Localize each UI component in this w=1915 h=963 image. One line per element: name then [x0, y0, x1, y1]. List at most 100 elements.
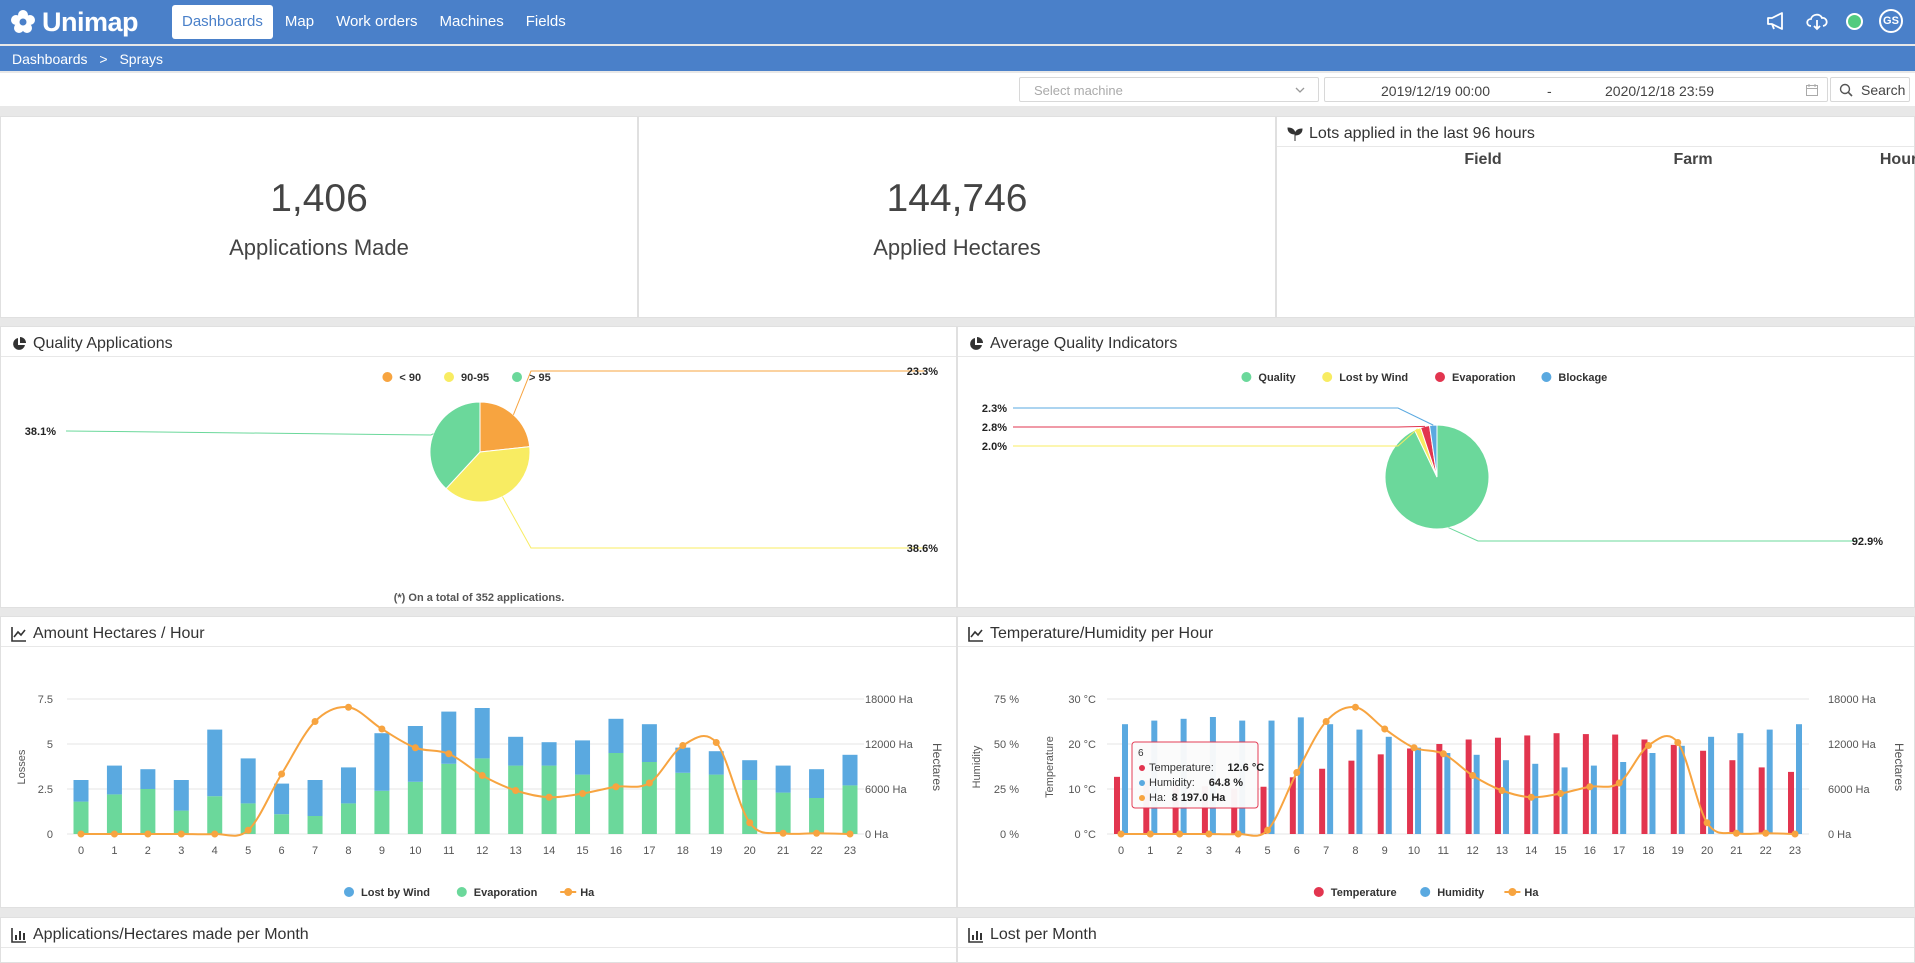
humidity-axis-label: Humidity	[971, 745, 983, 788]
breadcrumb-separator: >	[99, 51, 108, 67]
pie-chart-icon	[13, 337, 26, 350]
nav-fields[interactable]: Fields	[525, 13, 566, 30]
temp-point-ha	[1762, 829, 1770, 837]
temp-tooltip-value-temperature: 12.6 °C	[1227, 762, 1264, 774]
temp-x-tick: 14	[1525, 845, 1537, 857]
temp-tooltip-value-humidity: 64.8 %	[1209, 777, 1243, 789]
quality-slice-90-95	[445, 446, 531, 503]
lots-col-hours[interactable]: Hours	[1879, 151, 1915, 168]
megaphone-icon[interactable]	[1766, 11, 1788, 31]
temperature-y-tick: 0 °C	[1074, 829, 1096, 841]
kpi-applications-value: 1,406	[270, 177, 368, 220]
search-button-label: Search	[1861, 81, 1906, 98]
filter-bar: Select machine 2019/12/19 00:00 - 2020/1…	[0, 73, 1915, 106]
hectares-bar-lost-by-wind	[240, 758, 256, 804]
hectares-bar-lost-by-wind	[307, 780, 323, 816]
quality-legend-marker-95	[512, 372, 522, 382]
hectares-bar-lost-by-wind	[106, 765, 122, 795]
temp-point-ha	[1351, 703, 1359, 711]
temp-legend-marker-ha	[1508, 888, 1517, 896]
temp-x-tick: 15	[1554, 845, 1566, 857]
temp-x-tick: 2	[1177, 845, 1183, 857]
hectares-bar-lost-by-wind	[541, 742, 557, 766]
temp-bar-temperature	[1172, 784, 1179, 834]
hectares-x-tick: 19	[710, 845, 722, 857]
lost-month-title-text: Lost per Month	[990, 926, 1097, 943]
temp-point-ha	[1439, 750, 1447, 758]
temp-legend-marker-humidity	[1420, 887, 1431, 897]
kpi-applications-card: 1,406 Applications Made	[0, 116, 638, 318]
quality-legend-marker-90-95	[444, 372, 454, 382]
temp-y2-tick: 18000 Ha	[1828, 694, 1877, 706]
temp-point-ha	[1469, 772, 1477, 779]
hectares-bar-lost-by-wind	[73, 780, 89, 802]
temp-bar-humidity	[1297, 717, 1304, 834]
lots-col-farm[interactable]: Farm	[1673, 151, 1713, 168]
top-icons: GS	[1750, 9, 1903, 33]
nav-dashboards[interactable]: Dashboards	[172, 5, 273, 39]
avg-quality-legend-marker-quality	[1241, 372, 1252, 382]
temp-x-tick: 0	[1118, 845, 1124, 857]
hectares-bar-evaporation	[106, 794, 122, 834]
temp-bar-humidity	[1415, 747, 1422, 834]
humidity-y-tick: 75 %	[994, 694, 1019, 706]
cloud-download-icon[interactable]	[1804, 11, 1830, 31]
chevron-down-icon	[1295, 87, 1305, 93]
hectares-bar-evaporation	[307, 816, 323, 834]
monthly-card: Applications/Hectares made per Month	[0, 917, 957, 963]
temp-bar-temperature	[1436, 744, 1443, 834]
hectares-point-ha	[679, 742, 687, 749]
avg-quality-legend-label-evaporation: Evaporation	[1452, 372, 1516, 384]
bar-chart-icon	[968, 928, 983, 943]
breadcrumb-root[interactable]: Dashboards	[12, 51, 88, 67]
logo[interactable]: Unimap	[10, 6, 139, 38]
temp-point-ha	[1117, 830, 1125, 838]
lots-title-text: Lots applied in the last 96 hours	[1309, 125, 1535, 142]
temp-x-tick: 16	[1584, 845, 1596, 857]
avg-quality-connector-quality	[1448, 527, 1858, 542]
avg-quality-legend-label-lost-by-wind: Lost by Wind	[1339, 372, 1408, 384]
breadcrumb: Dashboards > Sprays	[0, 46, 1915, 71]
quality-footnote: (*) On a total of 352 applications.	[394, 592, 565, 604]
temp-bar-temperature	[1553, 733, 1560, 834]
hectares-bar-evaporation	[608, 753, 624, 834]
temp-x-tick: 13	[1496, 845, 1508, 857]
temp-x-tick: 19	[1672, 845, 1684, 857]
quality-connector-90-95	[501, 496, 926, 549]
hectares-bar-evaporation	[775, 792, 791, 834]
breadcrumb-current: Sprays	[119, 51, 164, 67]
nav-map[interactable]: Map	[284, 13, 315, 30]
temp-legend-label-humidity: Humidity	[1437, 887, 1485, 899]
temp-point-ha	[1176, 830, 1184, 838]
hectares-bar-evaporation	[374, 790, 390, 834]
hectares-bar-evaporation	[474, 758, 490, 834]
date-from: 2019/12/19 00:00	[1381, 83, 1490, 99]
temp-x-tick: 18	[1642, 845, 1654, 857]
temp-humidity-title-text: Temperature/Humidity per Hour	[990, 625, 1214, 642]
search-button[interactable]: Search	[1830, 77, 1910, 102]
temp-point-ha	[1674, 739, 1682, 746]
avg-quality-data-label-lost-by-wind: 2.0%	[982, 441, 1007, 453]
nav-machines[interactable]: Machines	[439, 13, 504, 30]
hectares-point-ha	[779, 829, 787, 837]
temp-x-tick: 9	[1382, 845, 1388, 857]
date-range-picker[interactable]: 2019/12/19 00:00 - 2020/12/18 23:59	[1324, 77, 1828, 102]
lots-col-field[interactable]: Field	[1464, 151, 1502, 168]
temp-legend-label-ha: Ha	[1524, 887, 1539, 899]
nav-work-orders[interactable]: Work orders	[336, 13, 418, 30]
machine-select[interactable]: Select machine	[1019, 77, 1319, 102]
avg-quality-connector-evaporation	[1013, 425, 1426, 428]
hectares-x-tick: 21	[777, 845, 789, 857]
user-avatar[interactable]: GS	[1879, 9, 1903, 33]
avg-quality-card: Average Quality Indicators Quality Lost b…	[957, 326, 1915, 608]
avg-quality-connector-lost-by-wind	[1013, 428, 1418, 447]
humidity-y-tick: 25 %	[994, 784, 1019, 796]
hectares-bar-lost-by-wind	[641, 724, 657, 762]
temp-x-tick: 4	[1235, 845, 1241, 857]
quality-legend-label-90-95: 90-95	[461, 372, 489, 384]
temp-x-tick: 5	[1264, 845, 1270, 857]
sprout-icon	[1287, 127, 1303, 141]
hectares-x-tick: 13	[510, 845, 522, 857]
hectares-x-tick: 8	[345, 845, 351, 857]
